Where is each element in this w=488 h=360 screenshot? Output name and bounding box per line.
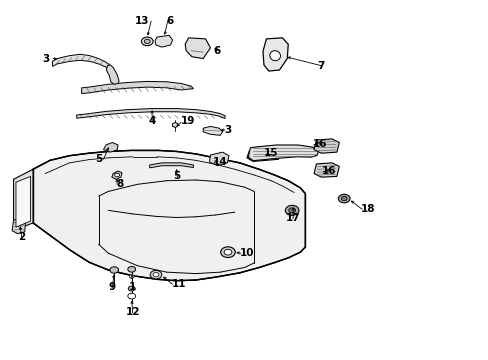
Circle shape bbox=[285, 205, 298, 215]
Ellipse shape bbox=[269, 51, 280, 61]
Text: 10: 10 bbox=[239, 248, 254, 258]
Circle shape bbox=[110, 267, 118, 273]
Polygon shape bbox=[77, 109, 224, 118]
Text: 2: 2 bbox=[18, 232, 25, 242]
Text: 1: 1 bbox=[129, 282, 136, 292]
Text: 18: 18 bbox=[361, 203, 375, 213]
Polygon shape bbox=[81, 81, 193, 94]
Circle shape bbox=[338, 194, 349, 203]
Text: 16: 16 bbox=[312, 139, 326, 149]
Circle shape bbox=[341, 197, 346, 201]
Polygon shape bbox=[248, 145, 318, 161]
Text: 3: 3 bbox=[42, 54, 50, 64]
Polygon shape bbox=[209, 152, 228, 166]
Circle shape bbox=[288, 208, 295, 213]
Text: 5: 5 bbox=[172, 171, 180, 181]
Circle shape bbox=[128, 286, 135, 291]
Text: 15: 15 bbox=[264, 148, 278, 158]
Text: 9: 9 bbox=[108, 282, 116, 292]
Polygon shape bbox=[246, 149, 279, 161]
Polygon shape bbox=[263, 38, 287, 71]
Polygon shape bbox=[14, 169, 33, 231]
Text: 4: 4 bbox=[148, 116, 156, 126]
Polygon shape bbox=[103, 143, 118, 152]
Polygon shape bbox=[16, 176, 30, 227]
Polygon shape bbox=[52, 54, 110, 70]
Circle shape bbox=[127, 266, 135, 272]
Polygon shape bbox=[203, 126, 222, 135]
Text: 6: 6 bbox=[166, 16, 174, 26]
Circle shape bbox=[220, 247, 235, 257]
Text: 11: 11 bbox=[171, 279, 186, 289]
Polygon shape bbox=[313, 139, 339, 153]
Circle shape bbox=[224, 249, 231, 255]
Text: 16: 16 bbox=[322, 166, 336, 176]
Polygon shape bbox=[106, 65, 119, 84]
Circle shape bbox=[144, 39, 150, 44]
Text: 8: 8 bbox=[116, 179, 123, 189]
Polygon shape bbox=[112, 171, 122, 179]
Circle shape bbox=[141, 37, 153, 46]
Polygon shape bbox=[185, 38, 210, 59]
Text: 17: 17 bbox=[285, 212, 300, 222]
Polygon shape bbox=[33, 150, 305, 281]
Text: 6: 6 bbox=[212, 46, 220, 57]
Circle shape bbox=[150, 270, 162, 279]
Circle shape bbox=[127, 293, 135, 299]
Circle shape bbox=[115, 173, 119, 177]
Circle shape bbox=[129, 275, 134, 278]
Text: 7: 7 bbox=[317, 61, 324, 71]
Polygon shape bbox=[12, 219, 26, 234]
Polygon shape bbox=[149, 163, 193, 168]
Text: 3: 3 bbox=[224, 125, 231, 135]
Circle shape bbox=[153, 273, 159, 277]
Polygon shape bbox=[172, 122, 177, 127]
Polygon shape bbox=[313, 163, 339, 177]
Text: 12: 12 bbox=[125, 307, 140, 317]
Polygon shape bbox=[155, 35, 172, 47]
Text: 13: 13 bbox=[135, 16, 149, 26]
Text: 19: 19 bbox=[180, 116, 194, 126]
Text: 14: 14 bbox=[212, 157, 227, 167]
Text: 5: 5 bbox=[95, 154, 102, 163]
